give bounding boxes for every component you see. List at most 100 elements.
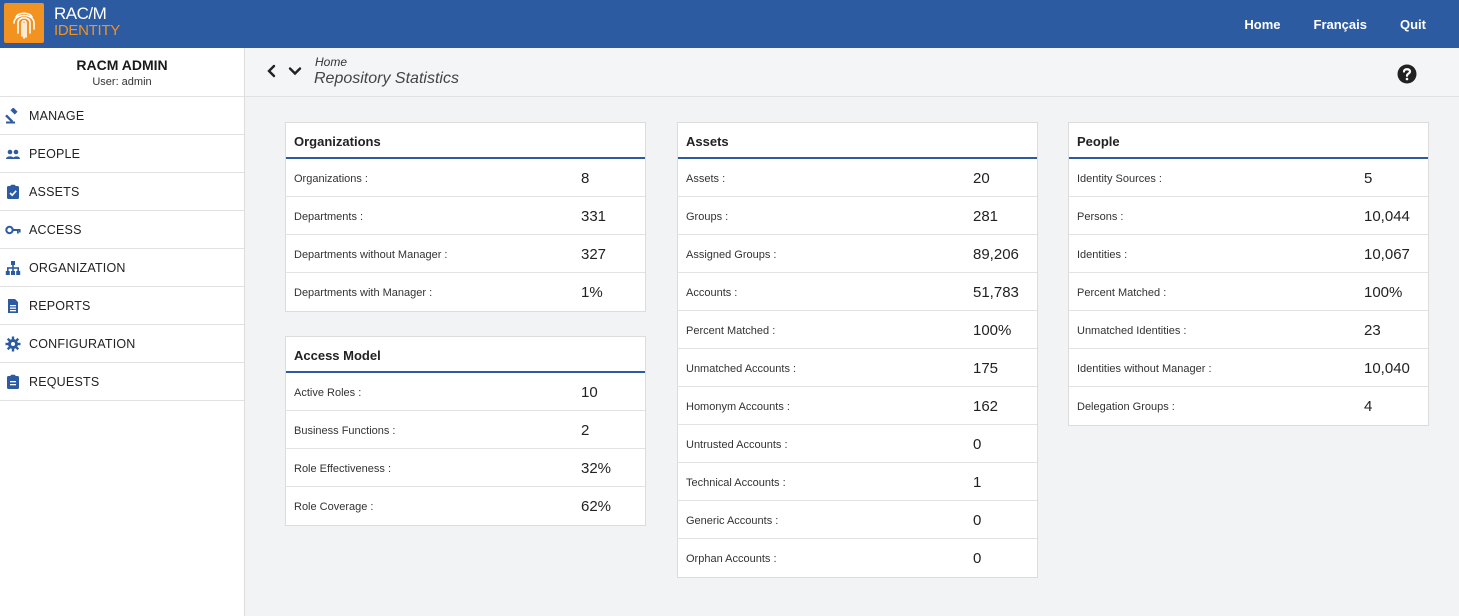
stat-value: 2 <box>581 422 590 439</box>
sidebar: RACM ADMIN User: admin MANAGE PEOPLE ASS… <box>0 48 245 616</box>
stat-label: Percent Matched : <box>1077 287 1167 299</box>
nav-quit-link[interactable]: Quit <box>1400 16 1426 32</box>
stat-value: 331 <box>581 208 607 225</box>
stat-row: Assigned Groups : 89,206 <box>678 235 1037 273</box>
back-chevron-icon[interactable] <box>265 64 279 78</box>
brand-line-2: IDENTITY <box>54 22 120 39</box>
sidebar-item-configuration[interactable]: CONFIGURATION <box>0 325 244 363</box>
people-panel: People Identity Sources : 5 Persons : 10,0… <box>1068 122 1429 426</box>
stat-label: Groups : <box>686 211 729 223</box>
stat-value: 4 <box>1364 398 1373 415</box>
panel-title: Access Model <box>286 337 645 373</box>
sidebar-item-access[interactable]: ACCESS <box>0 211 244 249</box>
stat-value: 62% <box>581 498 612 515</box>
gavel-icon <box>5 107 21 124</box>
sidebar-item-reports[interactable]: REPORTS <box>0 287 244 325</box>
stat-row: Assets : 20 <box>678 159 1037 197</box>
sidebar-item-label: MANAGE <box>29 108 85 123</box>
sidebar-item-label: ACCESS <box>29 222 82 237</box>
sidebar-item-manage[interactable]: MANAGE <box>0 97 244 135</box>
stat-row: Identity Sources : 5 <box>1069 159 1428 197</box>
stat-label: Active Roles : <box>294 387 362 399</box>
sidebar-item-people[interactable]: PEOPLE <box>0 135 244 173</box>
stat-value: 8 <box>581 170 590 187</box>
panel-title: People <box>1069 123 1428 159</box>
chevron-down-icon[interactable] <box>288 64 302 78</box>
stat-value: 327 <box>581 246 607 263</box>
file-icon <box>5 298 21 314</box>
assets-panel: Assets Assets : 20 Groups : 281 Assigned G… <box>677 122 1038 578</box>
sidebar-item-label: PEOPLE <box>29 146 81 161</box>
top-nav: Home Français Quit <box>1244 0 1459 48</box>
stat-value: 5 <box>1364 170 1373 187</box>
user-login: User: admin <box>92 76 152 88</box>
user-name: RACM ADMIN <box>76 57 168 73</box>
access-model-panel: Access Model Active Roles : 10 Business F… <box>285 336 646 526</box>
sidebar-item-assets[interactable]: ASSETS <box>0 173 244 211</box>
stat-label: Departments with Manager : <box>294 287 433 299</box>
key-icon <box>5 222 21 238</box>
stat-label: Persons : <box>1077 211 1124 223</box>
stat-row: Role Effectiveness : 32% <box>286 449 645 487</box>
stat-label: Delegation Groups : <box>1077 401 1175 413</box>
stat-label: Role Effectiveness : <box>294 463 392 475</box>
stat-value: 10 <box>581 384 598 401</box>
stat-label: Untrusted Accounts : <box>686 439 788 451</box>
stat-row: Unmatched Accounts : 175 <box>678 349 1037 387</box>
gear-icon <box>5 336 21 352</box>
stat-label: Assigned Groups : <box>686 249 777 261</box>
stat-label: Orphan Accounts : <box>686 553 777 565</box>
stat-value: 100% <box>1364 284 1403 301</box>
stat-value: 32% <box>581 460 612 477</box>
fingerprint-logo-icon[interactable] <box>4 3 44 43</box>
stat-value: 20 <box>973 170 990 187</box>
stat-label: Organizations : <box>294 173 368 185</box>
stat-label: Business Functions : <box>294 425 396 437</box>
sidebar-item-label: REQUESTS <box>29 374 100 389</box>
stat-label: Identities : <box>1077 249 1128 261</box>
sidebar-item-requests[interactable]: REQUESTS <box>0 363 244 401</box>
sidebar-item-organization[interactable]: ORGANIZATION <box>0 249 244 287</box>
stat-row: Identities without Manager : 10,040 <box>1069 349 1428 387</box>
stat-row: Delegation Groups : 4 <box>1069 387 1428 425</box>
stat-label: Unmatched Accounts : <box>686 363 797 375</box>
stat-row: Homonym Accounts : 162 <box>678 387 1037 425</box>
stat-row: Percent Matched : 100% <box>678 311 1037 349</box>
stat-row: Accounts : 51,783 <box>678 273 1037 311</box>
stat-value: 1% <box>581 284 603 301</box>
stat-label: Homonym Accounts : <box>686 401 790 413</box>
help-icon[interactable] <box>1397 64 1417 84</box>
stat-label: Technical Accounts : <box>686 477 786 489</box>
stat-label: Generic Accounts : <box>686 515 779 527</box>
stat-value: 10,067 <box>1364 246 1410 263</box>
stat-value: 1 <box>973 474 982 491</box>
stat-row: Departments without Manager : 327 <box>286 235 645 273</box>
org-chart-icon <box>5 260 21 276</box>
sidebar-item-label: ASSETS <box>29 184 80 199</box>
stat-label: Identities without Manager : <box>1077 363 1212 375</box>
user-info: RACM ADMIN User: admin <box>0 48 244 97</box>
stat-row: Orphan Accounts : 0 <box>678 539 1037 577</box>
stat-row: Departments with Manager : 1% <box>286 273 645 311</box>
stat-label: Role Coverage : <box>294 501 374 513</box>
top-bar: RAC/M IDENTITY Home Français Quit <box>0 0 1459 48</box>
stat-row: Identities : 10,067 <box>1069 235 1428 273</box>
stat-row: Technical Accounts : 1 <box>678 463 1037 501</box>
nav-language-link[interactable]: Français <box>1313 16 1367 32</box>
stat-row: Unmatched Identities : 23 <box>1069 311 1428 349</box>
stat-row: Percent Matched : 100% <box>1069 273 1428 311</box>
nav-home-link[interactable]: Home <box>1244 16 1281 32</box>
breadcrumb-home[interactable]: Home <box>315 55 348 69</box>
sidebar-item-label: CONFIGURATION <box>29 336 136 351</box>
stat-value: 23 <box>1364 322 1381 339</box>
clipboard-check-icon <box>5 184 21 200</box>
stat-row: Active Roles : 10 <box>286 373 645 411</box>
stat-row: Groups : 281 <box>678 197 1037 235</box>
panel-title: Assets <box>678 123 1037 159</box>
stat-label: Accounts : <box>686 287 738 299</box>
stat-value: 10,044 <box>1364 208 1410 225</box>
stat-row: Persons : 10,044 <box>1069 197 1428 235</box>
stat-value: 0 <box>973 512 982 529</box>
stat-row: Generic Accounts : 0 <box>678 501 1037 539</box>
brand-logo-text: RAC/M IDENTITY <box>54 5 120 39</box>
